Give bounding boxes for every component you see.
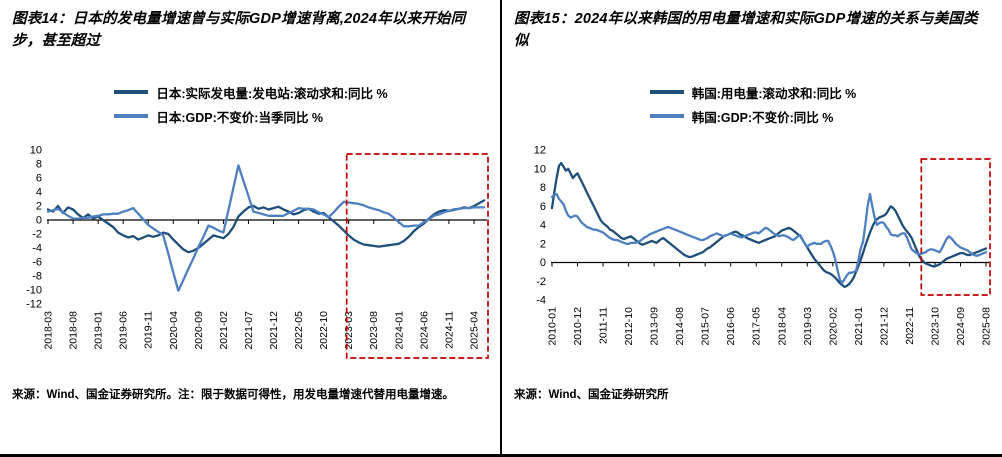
legend-item: 韩国:GDP:不变价:同比 %: [649, 104, 857, 128]
svg-text:2019-03: 2019-03: [802, 307, 814, 346]
svg-text:2018-04: 2018-04: [776, 307, 788, 346]
figure-14-panel: 图表14：日本的发电量增速曾与实际GDP增速背离,2024年以来开始同步，甚至超…: [0, 0, 500, 454]
svg-text:2025-08: 2025-08: [981, 307, 993, 346]
svg-text:12: 12: [534, 145, 546, 157]
svg-text:2023-08: 2023-08: [368, 311, 380, 350]
svg-text:0: 0: [36, 215, 42, 227]
svg-text:2019-11: 2019-11: [143, 311, 155, 349]
svg-text:2019-01: 2019-01: [93, 311, 105, 350]
svg-text:-4: -4: [536, 295, 546, 307]
figure-15-legend: 韩国:用电量:滚动求和:同比 % 韩国:GDP:不变价:同比 %: [649, 80, 857, 128]
svg-text:2013-09: 2013-09: [649, 307, 661, 346]
series-line-swatch: [649, 90, 684, 94]
svg-text:2024-11: 2024-11: [443, 311, 455, 349]
svg-text:-10: -10: [26, 285, 42, 297]
svg-text:2: 2: [36, 201, 42, 213]
legend-label: 日本:GDP:不变价:当季同比 %: [156, 110, 324, 125]
svg-text:2017-05: 2017-05: [751, 307, 763, 346]
figure-14-legend: 日本:实际发电量:发电站:滚动求和:同比 % 日本:GDP:不变价:当季同比 %: [114, 80, 388, 128]
svg-text:-12: -12: [26, 299, 42, 311]
legend-label: 韩国:GDP:不变价:同比 %: [691, 110, 834, 125]
figure-15-panel: 图表15：2024年以来韩国的用电量增速和实际GDP增速的关系与美国类似 韩国:…: [502, 0, 1002, 454]
svg-text:2024-09: 2024-09: [955, 307, 967, 346]
svg-text:2022-11: 2022-11: [904, 307, 916, 345]
svg-text:2022-10: 2022-10: [318, 311, 330, 350]
svg-text:-4: -4: [32, 243, 42, 255]
svg-text:-2: -2: [536, 276, 546, 288]
legend-item: 日本:实际发电量:发电站:滚动求和:同比 %: [114, 80, 388, 104]
svg-text:2023-03: 2023-03: [343, 311, 355, 350]
svg-text:4: 4: [540, 220, 546, 232]
series-line-swatch: [114, 114, 149, 118]
legend-item: 韩国:用电量:滚动求和:同比 %: [649, 80, 857, 104]
svg-text:2015-07: 2015-07: [700, 307, 712, 346]
svg-text:4: 4: [36, 187, 42, 199]
svg-text:2021-01: 2021-01: [853, 307, 865, 346]
svg-text:6: 6: [540, 201, 546, 213]
svg-text:10: 10: [30, 145, 42, 157]
svg-text:-2: -2: [32, 229, 42, 241]
svg-text:2020-09: 2020-09: [193, 311, 205, 350]
legend-label: 日本:实际发电量:发电站:滚动求和:同比 %: [156, 86, 388, 101]
svg-text:10: 10: [534, 163, 546, 175]
legend-item: 日本:GDP:不变价:当季同比 %: [114, 104, 387, 128]
svg-text:2012-10: 2012-10: [623, 307, 635, 346]
svg-text:2011-11: 2011-11: [598, 307, 610, 344]
series-line-swatch: [649, 114, 684, 118]
svg-text:2024-01: 2024-01: [393, 311, 405, 350]
figure-15-title: 图表15：2024年以来韩国的用电量增速和实际GDP增速的关系与美国类似: [514, 11, 978, 50]
svg-text:2022-05: 2022-05: [293, 311, 305, 350]
svg-text:2024-06: 2024-06: [418, 311, 430, 350]
svg-text:-6: -6: [32, 257, 42, 269]
svg-text:-8: -8: [32, 271, 42, 283]
svg-text:2025-04: 2025-04: [468, 311, 480, 350]
figure-15-source: 来源：Wind、国金证券研究所: [514, 389, 669, 401]
panel-divider: [500, 0, 502, 454]
svg-text:2018-08: 2018-08: [68, 311, 80, 350]
svg-text:2020-02: 2020-02: [827, 307, 839, 346]
svg-text:2021-12: 2021-12: [878, 307, 890, 346]
svg-text:2: 2: [540, 238, 546, 250]
svg-text:2019-06: 2019-06: [118, 311, 130, 350]
svg-text:2010-12: 2010-12: [572, 307, 584, 346]
svg-text:8: 8: [36, 159, 42, 171]
svg-text:8: 8: [540, 182, 546, 194]
series-line-swatch: [114, 90, 149, 94]
svg-text:2021-02: 2021-02: [218, 311, 230, 350]
svg-text:2021-12: 2021-12: [268, 311, 280, 350]
svg-text:2016-06: 2016-06: [725, 307, 737, 346]
svg-text:2020-04: 2020-04: [168, 311, 180, 350]
svg-text:2023-10: 2023-10: [929, 307, 941, 346]
legend-label: 韩国:用电量:滚动求和:同比 %: [691, 86, 857, 101]
svg-text:2010-01: 2010-01: [547, 307, 559, 346]
svg-text:2018-03: 2018-03: [43, 311, 55, 350]
figure-14-source: 来源：Wind、国金证券研究所。注：限于数据可得性，用发电量增速代替用电量增速。: [12, 389, 454, 401]
svg-text:2014-08: 2014-08: [674, 307, 686, 346]
figure-14-title: 图表14：日本的发电量增速曾与实际GDP增速背离,2024年以来开始同步，甚至超…: [12, 11, 466, 50]
svg-text:2021-07: 2021-07: [243, 311, 255, 350]
svg-text:6: 6: [36, 173, 42, 185]
svg-text:0: 0: [540, 257, 546, 269]
